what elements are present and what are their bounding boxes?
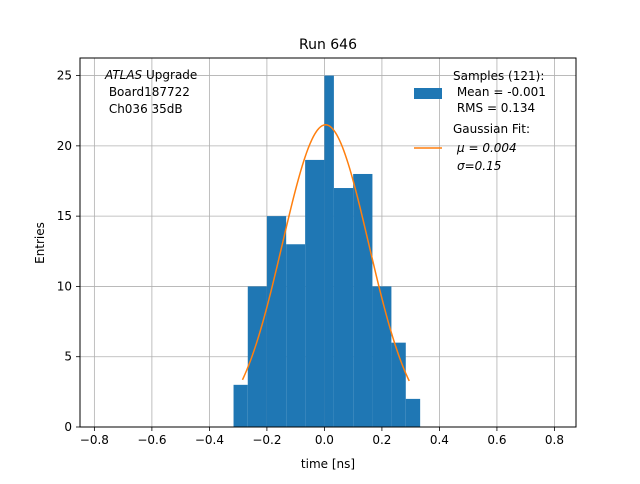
x-tick-label: 0.2 — [372, 433, 391, 447]
y-tick-label: 10 — [57, 279, 72, 293]
histogram-bar — [333, 188, 354, 427]
y-tick-label: 20 — [57, 139, 72, 153]
annotation-line-3: Ch036 35dB — [105, 102, 183, 116]
x-tick-label: 0.8 — [545, 433, 564, 447]
y-axis-label: Entries — [33, 222, 47, 264]
histogram-bars — [233, 75, 421, 428]
legend-fit-mu: μ = 0.004 — [456, 141, 517, 155]
plot-frame — [79, 57, 577, 428]
histogram-bar — [372, 286, 392, 427]
x-tick-label: −0.8 — [80, 433, 109, 447]
gaussian-fit-curve — [241, 124, 410, 382]
histogram-bar — [353, 173, 373, 427]
legend: Samples (121): Mean = -0.001 RMS = 0.134… — [414, 69, 546, 173]
gaussian-fit-line — [241, 124, 410, 382]
annotation-line-2: Board187722 — [105, 85, 190, 99]
x-tick-label: −0.2 — [252, 433, 281, 447]
histogram-bar — [286, 244, 306, 427]
histogram-bar — [247, 286, 267, 427]
x-tick-label: 0.4 — [430, 433, 449, 447]
x-axis-ticks: −0.8 −0.6 −0.4 −0.2 0.0 0.2 0.4 0.6 0.8 — [80, 427, 564, 447]
histogram-bar — [305, 159, 325, 427]
y-tick-label: 15 — [57, 209, 72, 223]
histogram-bar — [233, 384, 248, 427]
x-tick-label: 0.6 — [487, 433, 506, 447]
legend-samples-mean: Mean = -0.001 — [453, 85, 546, 99]
chart-title: Run 646 — [299, 37, 357, 53]
annotation-line-1: ATLAS Upgrade — [104, 68, 197, 82]
annotation-atlas-text: ATLAS — [104, 68, 143, 82]
legend-samples-label: Samples (121): — [453, 69, 544, 83]
histogram-bar — [405, 398, 421, 427]
histogram-bar — [324, 75, 334, 428]
legend-samples-rms: RMS = 0.134 — [453, 101, 535, 115]
x-tick-label: 0.0 — [315, 433, 334, 447]
y-tick-label: 5 — [64, 350, 72, 364]
legend-fit-label: Gaussian Fit: — [453, 122, 530, 136]
x-axis-label: time [ns] — [301, 457, 355, 471]
annotation-upgrade-text: Upgrade — [142, 68, 197, 82]
y-tick-label: 25 — [57, 69, 72, 83]
y-axis-ticks: 0 5 10 15 20 25 — [57, 69, 80, 434]
x-tick-label: −0.4 — [195, 433, 224, 447]
legend-samples-swatch — [414, 88, 442, 99]
atlas-annotation: ATLAS Upgrade Board187722 Ch036 35dB — [104, 68, 197, 116]
x-tick-label: −0.6 — [137, 433, 166, 447]
legend-fit-sigma: σ=0.15 — [457, 159, 501, 173]
y-tick-label: 0 — [64, 420, 72, 434]
histogram-bar — [266, 216, 287, 427]
